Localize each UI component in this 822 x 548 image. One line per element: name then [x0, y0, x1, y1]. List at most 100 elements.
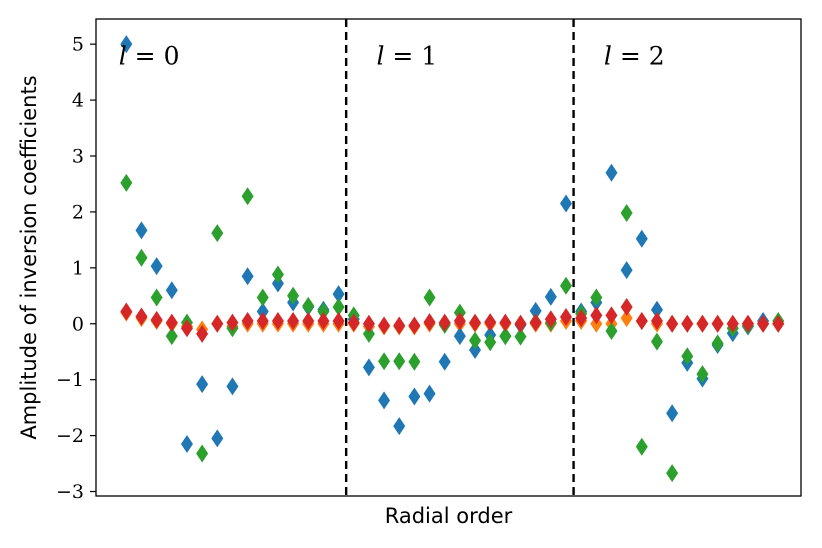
- data-point: [317, 311, 330, 330]
- data-point: [681, 347, 694, 366]
- data-point: [423, 288, 436, 307]
- y-tick-label: −3: [56, 481, 84, 503]
- data-point: [196, 324, 209, 343]
- data-point: [393, 417, 406, 436]
- data-point: [650, 311, 663, 330]
- data-point: [241, 267, 254, 286]
- data-point: [241, 187, 254, 206]
- data-point: [150, 257, 163, 276]
- data-point: [666, 404, 679, 423]
- data-point: [620, 297, 633, 316]
- data-point: [196, 375, 209, 394]
- data-point: [120, 35, 133, 54]
- region-dividers: [344, 19, 575, 496]
- y-tick-label: 0: [72, 313, 84, 335]
- data-point: [544, 310, 557, 329]
- y-tick-labels: −3 −2 −1 0 1 2 3 4 5: [56, 34, 84, 503]
- data-point: [378, 316, 391, 335]
- y-tick-marks: [90, 43, 96, 493]
- data-point: [211, 429, 224, 448]
- series-2: [120, 173, 785, 483]
- data-point: [590, 306, 603, 325]
- data-point: [378, 352, 391, 371]
- data-point: [605, 322, 618, 341]
- y-tick-label: 1: [72, 257, 84, 279]
- data-point: [287, 311, 300, 330]
- data-point: [438, 313, 451, 332]
- data-point: [696, 365, 709, 384]
- data-point: [332, 297, 345, 316]
- data-point: [150, 310, 163, 329]
- data-point: [256, 311, 269, 330]
- data-point: [681, 314, 694, 333]
- data-point: [408, 352, 421, 371]
- data-point: [180, 319, 193, 338]
- data-point: [499, 327, 512, 346]
- data-point: [302, 296, 315, 315]
- data-point: [635, 229, 648, 248]
- y-tick-label: −1: [56, 369, 84, 391]
- data-point: [484, 333, 497, 352]
- data-point: [484, 313, 497, 332]
- data-point: [211, 224, 224, 243]
- data-point: [423, 384, 436, 403]
- y-tick-label: −2: [56, 425, 84, 447]
- data-points: [120, 35, 785, 483]
- data-point: [362, 358, 375, 377]
- data-point: [590, 288, 603, 307]
- data-point: [650, 332, 663, 351]
- data-point: [408, 387, 421, 406]
- data-point: [438, 352, 451, 371]
- data-point: [302, 311, 315, 330]
- data-point: [271, 311, 284, 330]
- data-point: [362, 314, 375, 333]
- data-point: [620, 204, 633, 223]
- plot-frame: [95, 18, 802, 497]
- data-point: [120, 173, 133, 192]
- data-point: [650, 300, 663, 319]
- data-point: [317, 302, 330, 321]
- data-point: [620, 261, 633, 280]
- data-point: [135, 248, 148, 267]
- data-point: [605, 163, 618, 182]
- data-point: [211, 314, 224, 333]
- data-point: [378, 391, 391, 410]
- y-tick-label: 3: [72, 146, 84, 168]
- data-point: [726, 314, 739, 333]
- data-point: [135, 221, 148, 240]
- data-point: [332, 285, 345, 304]
- data-point: [544, 287, 557, 306]
- region-label: l = 0: [119, 41, 180, 70]
- data-point: [135, 307, 148, 326]
- data-point: [196, 444, 209, 463]
- data-point: [741, 314, 754, 333]
- y-tick-label: 2: [72, 201, 84, 223]
- data-point: [120, 302, 133, 321]
- data-point: [165, 281, 178, 300]
- data-point: [180, 434, 193, 453]
- data-point: [711, 334, 724, 353]
- data-point: [393, 316, 406, 335]
- data-point: [696, 314, 709, 333]
- data-point: [529, 301, 542, 320]
- data-point: [241, 311, 254, 330]
- data-point: [560, 194, 572, 213]
- data-point: [256, 288, 269, 307]
- data-point: [165, 313, 178, 332]
- data-point: [469, 313, 482, 332]
- data-point: [469, 331, 482, 350]
- data-point: [499, 313, 512, 332]
- data-point: [560, 276, 572, 295]
- data-point: [150, 288, 163, 307]
- x-axis-label: Radial order: [385, 504, 513, 528]
- data-point: [469, 341, 482, 360]
- y-tick-label: 4: [72, 90, 84, 112]
- data-point: [362, 324, 375, 343]
- region-labels: l = 0 l = 1 l = 2: [119, 41, 665, 70]
- data-point: [757, 314, 770, 333]
- data-point: [393, 352, 406, 371]
- data-point: [453, 327, 466, 346]
- region-label: l = 1: [376, 41, 437, 70]
- data-point: [226, 377, 239, 396]
